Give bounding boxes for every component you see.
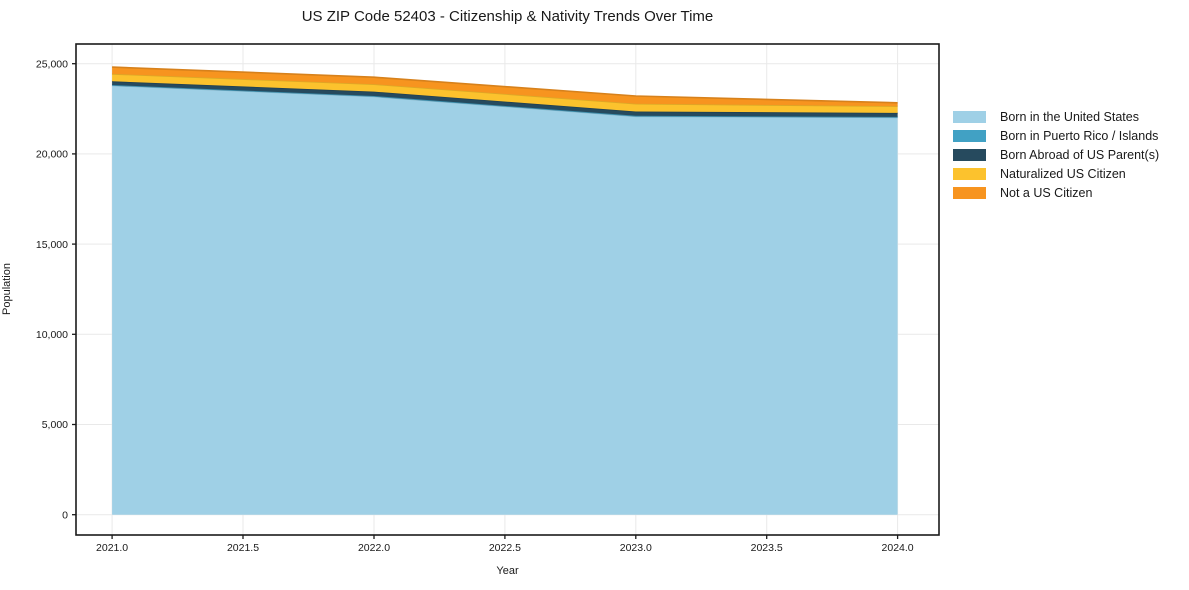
legend-item-4: Not a US Citizen — [953, 187, 1159, 199]
x-tick-label: 2023.5 — [751, 542, 783, 554]
chart-title: US ZIP Code 52403 - Citizenship & Nativi… — [301, 8, 714, 25]
y-tick-label: 0 — [62, 509, 68, 521]
legend-label: Naturalized US Citizen — [1000, 167, 1126, 181]
y-tick-label: 15,000 — [36, 239, 68, 251]
y-tick-label: 10,000 — [36, 329, 68, 341]
x-tick-label: 2022.0 — [358, 542, 390, 554]
legend-item-1: Born in Puerto Rico / Islands — [953, 130, 1159, 142]
legend-color-swatch — [953, 187, 986, 199]
area-series-0 — [112, 85, 898, 515]
legend-color-swatch — [953, 149, 986, 161]
y-tick-label: 25,000 — [36, 58, 68, 70]
y-axis-label: Population — [1, 263, 13, 315]
area-series-3 — [112, 73, 898, 113]
plot-border — [75, 43, 940, 536]
y-tick-label: 20,000 — [36, 149, 68, 161]
legend-color-swatch — [953, 130, 986, 142]
x-tick-label: 2021.0 — [96, 542, 128, 554]
y-tick-label: 5,000 — [42, 419, 68, 431]
legend-color-swatch — [953, 168, 986, 180]
legend-label: Born Abroad of US Parent(s) — [1000, 148, 1160, 162]
legend-item-3: Naturalized US Citizen — [953, 168, 1159, 180]
area-series-2 — [112, 81, 898, 117]
x-tick-label: 2024.0 — [882, 542, 914, 554]
x-tick-label: 2023.0 — [620, 542, 652, 554]
legend-label: Not a US Citizen — [1000, 186, 1093, 200]
legend-label: Born in the United States — [1000, 110, 1139, 124]
x-tick-label: 2021.5 — [227, 542, 259, 554]
x-axis-label: Year — [496, 565, 519, 577]
legend-item-0: Born in the United States — [953, 111, 1159, 123]
legend-color-swatch — [953, 111, 986, 123]
x-tick-label: 2022.5 — [489, 542, 521, 554]
area-top-edge-4 — [112, 66, 898, 104]
legend-item-2: Born Abroad of US Parent(s) — [953, 149, 1159, 161]
legend: Born in the United States Born in Puerto … — [953, 111, 1159, 206]
legend-label: Born in Puerto Rico / Islands — [1000, 129, 1159, 143]
